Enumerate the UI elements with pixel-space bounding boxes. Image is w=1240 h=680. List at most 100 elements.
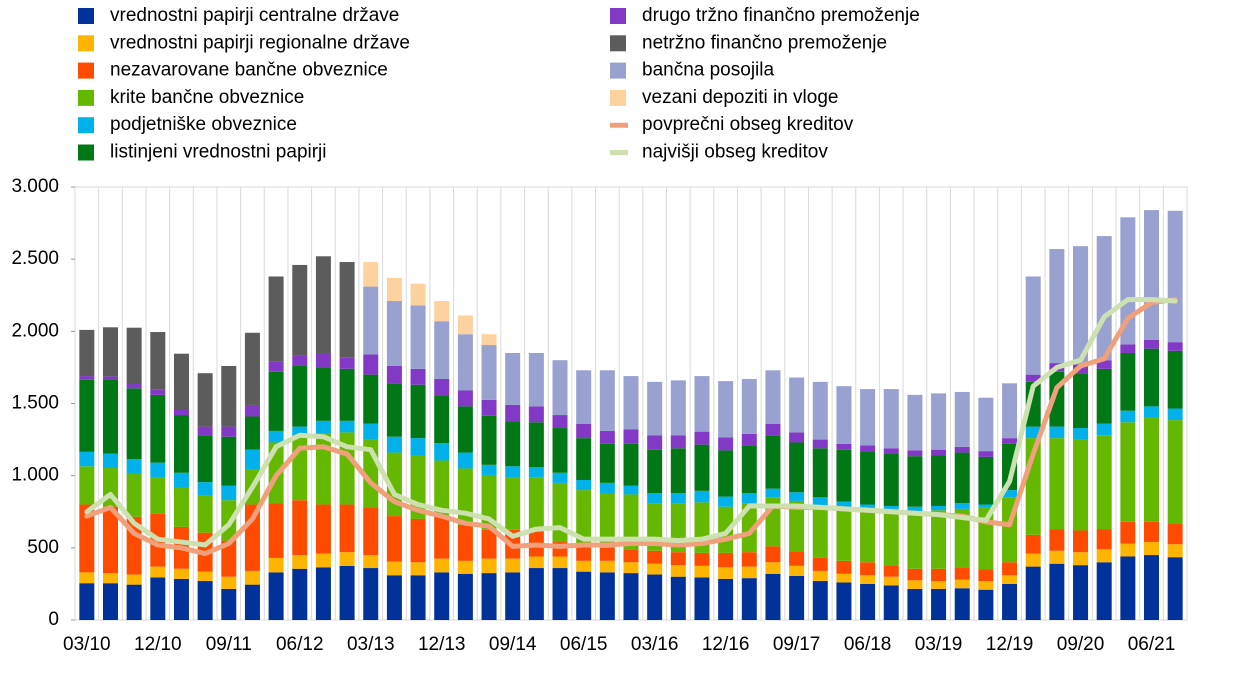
- bar-segment: [576, 560, 592, 572]
- bar-segment: [694, 444, 710, 491]
- bar-segment: [954, 446, 970, 453]
- bar-segment: [221, 436, 237, 486]
- bar-segment: [386, 575, 402, 620]
- bar-segment: [812, 497, 828, 506]
- bar-segment: [339, 262, 355, 358]
- bar-segment: [197, 581, 213, 620]
- bar-segment: [102, 583, 118, 620]
- bar-segment: [528, 467, 544, 478]
- legend-label: vrednostni papirji centralne države: [110, 5, 399, 26]
- bar-segment: [931, 505, 947, 511]
- legend-marker: [610, 35, 626, 52]
- bar-segment: [315, 352, 331, 368]
- legend-label: vezani depoziti in vloge: [642, 87, 838, 108]
- bar-segment: [481, 558, 497, 574]
- bar-segment: [1120, 352, 1136, 411]
- bar-segment: [623, 376, 639, 430]
- bar-segment: [836, 560, 852, 574]
- bar-segment: [1073, 530, 1089, 553]
- bar-segment: [386, 383, 402, 437]
- legend-marker: [78, 8, 94, 24]
- legend-marker: [78, 35, 94, 52]
- bar-segment: [907, 506, 923, 512]
- bar-segment: [292, 555, 308, 569]
- bar-segment: [268, 276, 284, 362]
- bar-segment: [623, 429, 639, 444]
- bar-segment: [1025, 426, 1041, 439]
- bar-segment: [1144, 521, 1160, 543]
- bar-segment: [789, 575, 805, 620]
- bar-segment: [528, 422, 544, 468]
- legend-marker: [78, 89, 94, 106]
- bar-segment: [860, 451, 876, 505]
- bar-segment: [1002, 575, 1018, 584]
- bar-segment: [79, 466, 95, 505]
- bar-segment: [552, 568, 568, 620]
- bar-segment: [1144, 339, 1160, 349]
- bar-segment: [126, 327, 142, 385]
- bar-segment: [623, 573, 639, 620]
- bar-segment: [1002, 443, 1018, 491]
- bar-segment: [505, 466, 521, 478]
- legend-label: nezavarovane bančne obveznice: [110, 60, 388, 81]
- bar-segment: [623, 562, 639, 574]
- y-tick-label: 0: [48, 609, 59, 630]
- bar-segment: [244, 404, 260, 417]
- x-tick-label: 12/13: [418, 634, 466, 655]
- legend-marker: [610, 8, 626, 24]
- bar-segment: [386, 436, 402, 453]
- bar-segment: [576, 438, 592, 480]
- bar-segment: [481, 334, 497, 346]
- bar-segment: [244, 332, 260, 405]
- bar-segment: [576, 423, 592, 439]
- bar-segment: [883, 389, 899, 449]
- bar-segment: [339, 368, 355, 421]
- bar-segment: [1049, 249, 1065, 364]
- x-tick-label: 09/20: [1057, 634, 1105, 655]
- bar-segment: [931, 588, 947, 620]
- bar-segment: [647, 563, 663, 575]
- bar-segment: [599, 443, 615, 483]
- bar-segment: [552, 472, 568, 483]
- bar-segment: [410, 518, 426, 563]
- bar-segment: [292, 264, 308, 356]
- bar-segment: [1120, 556, 1136, 620]
- bar-segment: [1073, 428, 1089, 440]
- bar-segment: [150, 477, 166, 514]
- bar-segment: [765, 435, 781, 489]
- bar-segment: [1096, 562, 1112, 620]
- bar-segment: [197, 373, 213, 427]
- bar-segment: [931, 568, 947, 582]
- bar-segment: [789, 442, 805, 493]
- bar-segment: [315, 367, 331, 421]
- legend-marker: [78, 144, 94, 161]
- bar-segment: [221, 576, 237, 589]
- bar-segment: [410, 384, 426, 439]
- bar-segment: [457, 334, 473, 391]
- bar-segment: [931, 449, 947, 456]
- bar-segment: [670, 435, 686, 449]
- bar-segment: [954, 567, 970, 580]
- bar-segment: [931, 581, 947, 589]
- y-tick-label: 2.000: [11, 320, 59, 341]
- bar-segment: [1167, 342, 1183, 351]
- bar-segment: [552, 482, 568, 543]
- bar-segment: [860, 389, 876, 446]
- bar-segment: [386, 301, 402, 366]
- bar-segment: [315, 553, 331, 568]
- bar-segment: [623, 443, 639, 486]
- bar-segment: [1120, 410, 1136, 423]
- y-tick-label: 1.000: [11, 465, 59, 486]
- legend-label: najvišji obseg kreditov: [642, 142, 828, 163]
- bar-segment: [552, 428, 568, 473]
- bar-segment: [836, 386, 852, 444]
- bar-segment: [126, 459, 142, 474]
- bar-segment: [1096, 236, 1112, 361]
- bar-segment: [1167, 544, 1183, 558]
- bar-segment: [102, 506, 118, 574]
- bar-segment: [221, 365, 237, 427]
- bar-segment: [552, 556, 568, 569]
- bar-segment: [670, 492, 686, 504]
- bar-segment: [978, 504, 994, 508]
- bar-segment: [505, 352, 521, 405]
